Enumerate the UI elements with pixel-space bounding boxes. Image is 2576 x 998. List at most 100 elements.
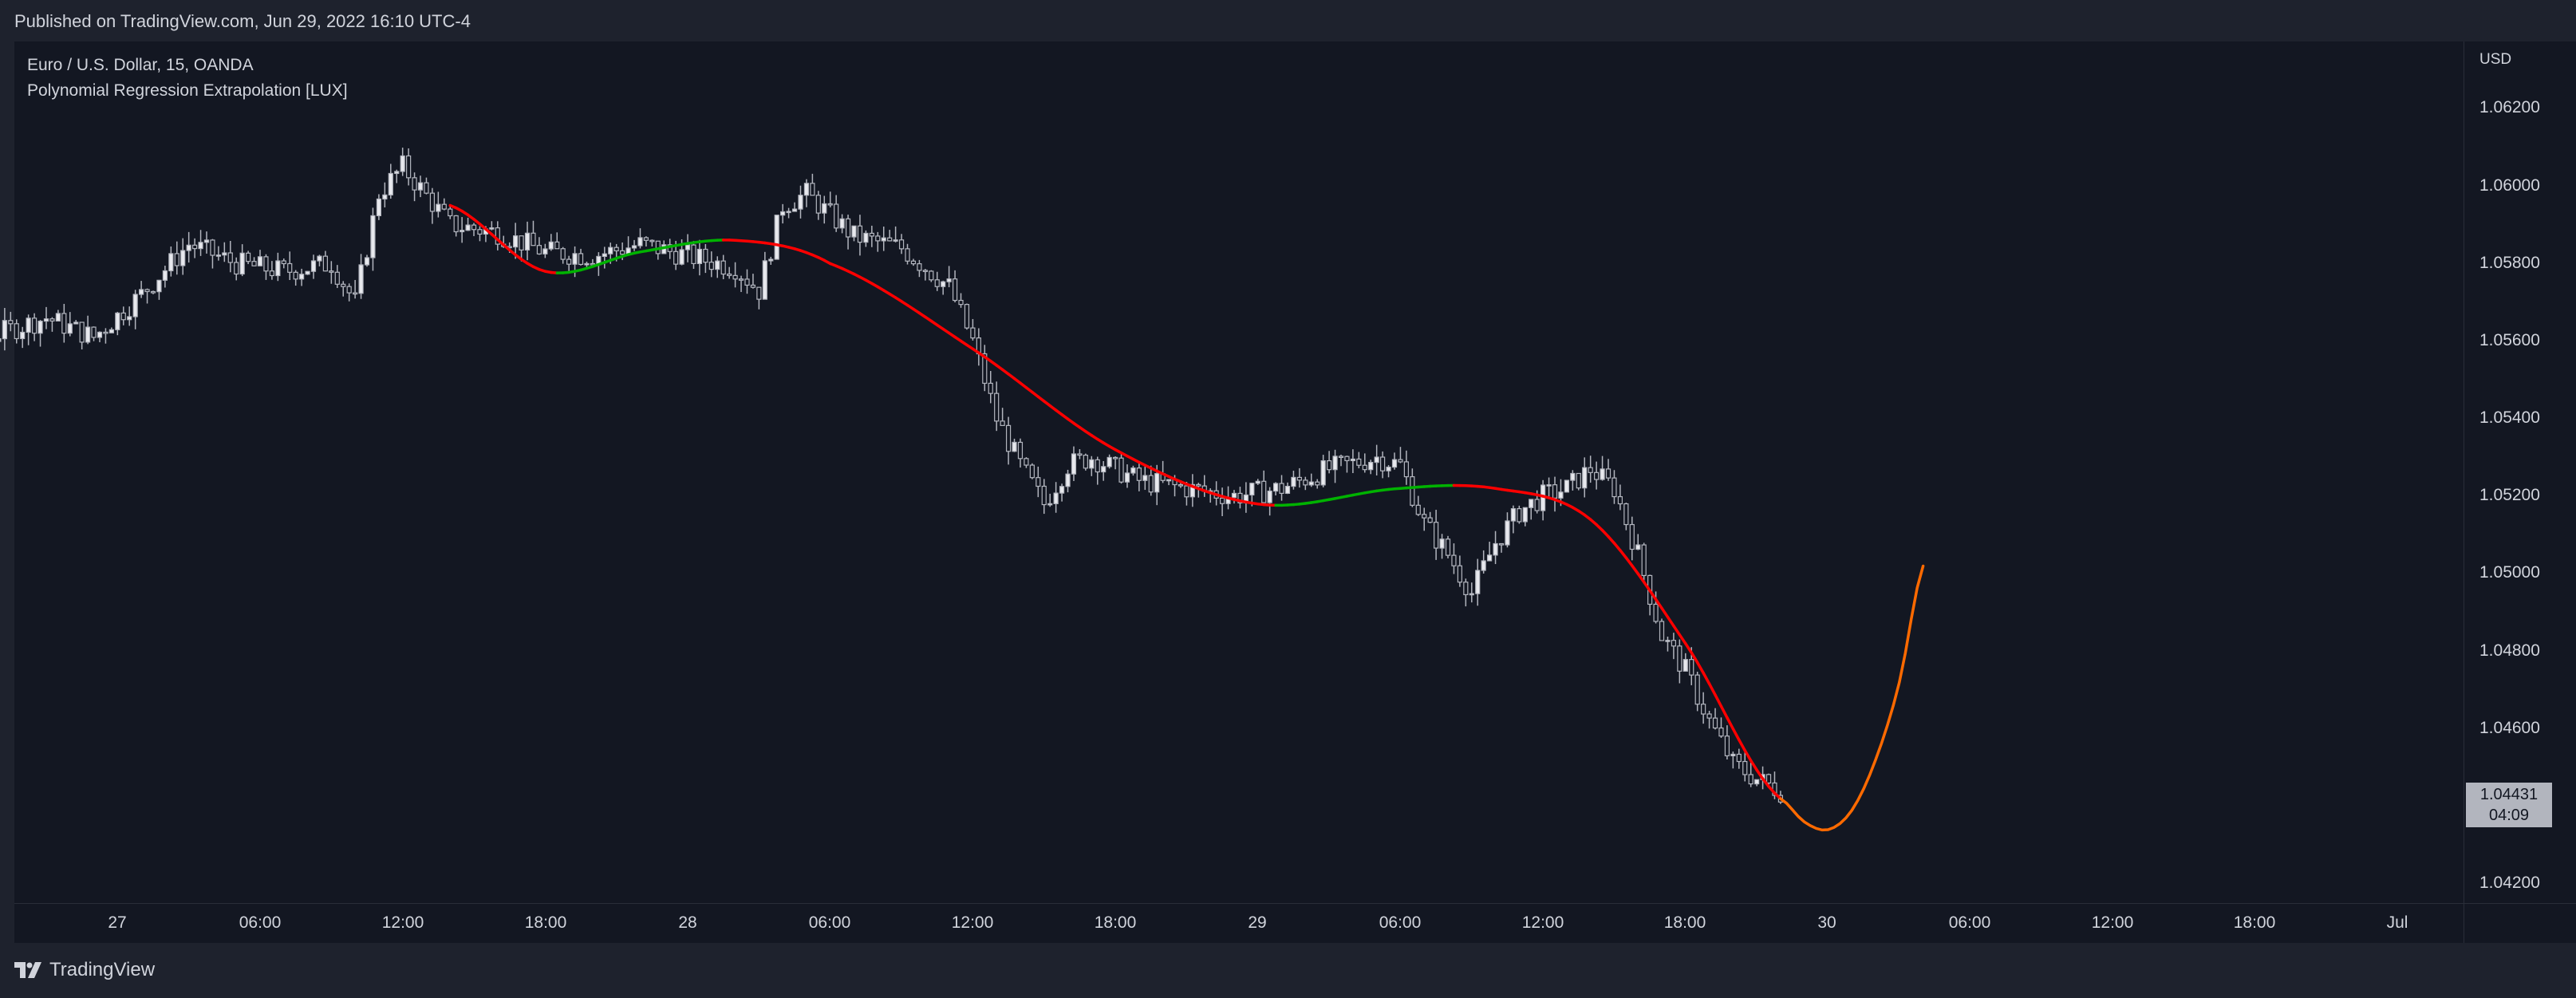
candle-body — [14, 323, 19, 340]
candle-body — [1065, 473, 1071, 487]
candle-body — [394, 171, 400, 175]
candle-body — [720, 260, 726, 275]
regression-segment — [1702, 671, 1711, 685]
price-tick: 1.04600 — [2479, 719, 2540, 737]
candle-body — [406, 155, 412, 179]
candle-body — [898, 239, 905, 250]
price-tick: 1.06000 — [2479, 176, 2540, 195]
candle-body — [1558, 491, 1564, 499]
candle-body — [703, 248, 708, 263]
candle-body — [1682, 659, 1688, 672]
candle-body — [1546, 484, 1552, 487]
candle-body — [1659, 621, 1665, 641]
candle-body — [941, 281, 946, 287]
candle-body — [1308, 481, 1314, 486]
candle-body — [317, 255, 322, 262]
candle-body — [970, 327, 976, 339]
price-tick: 1.04800 — [2479, 641, 2540, 660]
candle-body — [1403, 461, 1409, 478]
candle-body — [1742, 760, 1748, 775]
regression-segment — [1719, 704, 1729, 720]
candle-body — [1689, 659, 1694, 676]
symbol-title[interactable]: Euro / U.S. Dollar, 15, OANDA — [27, 56, 254, 74]
candle-body — [1653, 603, 1659, 622]
chart-legend[interactable]: Euro / U.S. Dollar, 15, OANDA Polynomial… — [27, 53, 348, 104]
candle-body — [448, 208, 453, 217]
footer-bar: TradingView — [0, 943, 2576, 998]
candle-body — [192, 244, 198, 250]
regression-segment — [1636, 572, 1646, 584]
time-tick: 06:00 — [1379, 913, 1422, 932]
price-tick: 1.04200 — [2479, 874, 2540, 892]
regression-segment — [1761, 777, 1770, 788]
candle-body — [1677, 645, 1682, 672]
candle-body — [353, 292, 358, 295]
candle-body — [180, 250, 186, 266]
candle-body — [436, 203, 441, 212]
candle-body — [845, 218, 851, 238]
candle-body — [1487, 554, 1493, 562]
candle-body — [424, 182, 429, 194]
candle-body — [1386, 466, 1391, 471]
candle-body — [1445, 538, 1451, 556]
candle-body — [982, 353, 988, 385]
last-price-tag: 1.04431 04:09 — [2466, 783, 2552, 827]
candle-body — [85, 326, 91, 343]
candle-body — [922, 270, 928, 272]
candle-body — [441, 203, 447, 210]
candle-body — [1041, 485, 1047, 506]
candle-body — [1261, 480, 1267, 503]
currency-label: USD — [2479, 51, 2512, 68]
candle-body — [750, 284, 756, 288]
price-tick: 1.05000 — [2479, 563, 2540, 582]
candle-body — [1219, 497, 1225, 504]
candle-body — [257, 256, 263, 266]
candle-body — [370, 215, 376, 258]
time-tick: 28 — [678, 913, 697, 932]
candle-body — [1332, 456, 1338, 471]
candle-body — [417, 182, 424, 191]
candle-body — [1089, 459, 1095, 469]
candle-body — [946, 278, 952, 282]
candle-body — [602, 253, 607, 258]
published-label: Published on TradingView.com, Jun 29, 20… — [14, 11, 471, 31]
candle-body — [744, 278, 750, 286]
candle-body — [1765, 774, 1772, 784]
candle-body — [1000, 420, 1005, 426]
time-axis[interactable] — [14, 903, 2464, 943]
candle-body — [1422, 514, 1427, 519]
extrapolation-curve — [1779, 564, 1925, 832]
indicator-title[interactable]: Polynomial Regression Extrapolation [LUX… — [27, 81, 348, 100]
candle-body — [1694, 674, 1700, 705]
time-tick: 27 — [108, 913, 127, 932]
candle-body — [1736, 753, 1742, 763]
candle-body — [412, 177, 417, 191]
candle-body — [1303, 479, 1308, 486]
candle-body — [246, 252, 251, 262]
candle-body — [1469, 593, 1474, 596]
candle-body — [1189, 483, 1195, 498]
candle-body — [1142, 475, 1148, 481]
candle-body — [1017, 441, 1024, 460]
regression-segment — [1767, 785, 1777, 795]
candle-body — [679, 249, 684, 265]
candle-body — [780, 211, 786, 216]
candle-body — [1272, 483, 1279, 492]
candle-body — [1029, 464, 1035, 479]
candle-body — [1552, 484, 1558, 499]
price-tick: 1.05200 — [2479, 486, 2540, 504]
candle-body — [1279, 483, 1284, 495]
price-axis[interactable] — [2464, 41, 2576, 903]
candle-body — [1457, 565, 1462, 583]
candle-body — [613, 247, 619, 252]
candle-body — [834, 203, 839, 229]
candle-body — [1267, 490, 1272, 503]
candle-body — [1570, 472, 1576, 481]
candle-body — [1101, 466, 1107, 473]
candle-body — [168, 253, 174, 272]
candle-body — [1481, 560, 1486, 571]
candle-body — [1166, 479, 1172, 482]
candle-body — [67, 323, 73, 334]
candle-body — [162, 270, 168, 281]
tradingview-logo[interactable]: TradingView — [14, 959, 155, 981]
